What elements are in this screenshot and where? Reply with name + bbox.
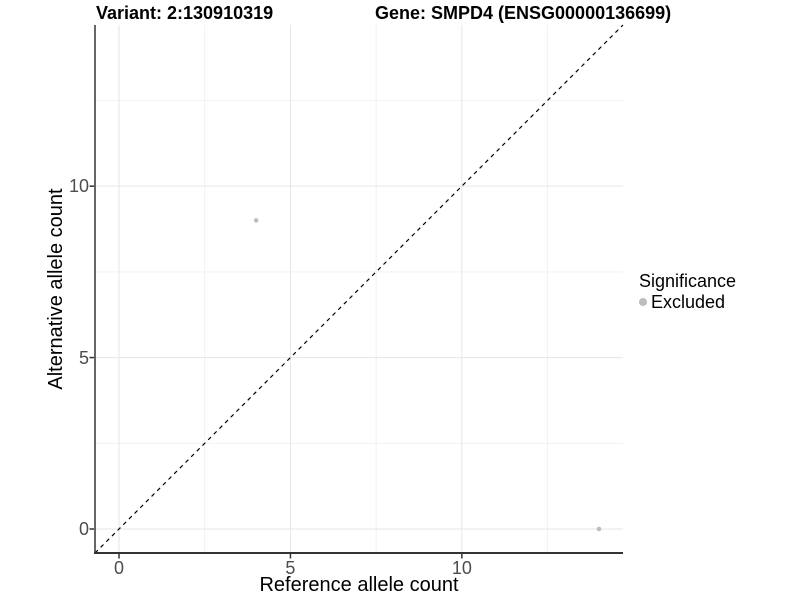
data-point <box>253 218 259 223</box>
legend: Significance Excluded <box>639 271 736 312</box>
plot-title-gene: Gene: SMPD4 (ENSG00000136699) <box>375 3 672 23</box>
plot-title-variant: Variant: 2:130910319 <box>96 3 274 23</box>
legend-key-dot-icon <box>639 298 647 306</box>
x-axis-title: Reference allele count <box>259 574 459 596</box>
legend-items: Excluded <box>639 292 736 312</box>
y-axis-tick-label: 5 <box>78 347 89 368</box>
legend-item: Excluded <box>639 292 736 312</box>
identity-reference-line <box>94 24 624 554</box>
y-axis-tick-label: 0 <box>78 519 89 539</box>
x-axis-tick-label: 5 <box>285 558 296 578</box>
data-point <box>596 526 602 532</box>
legend-item-label: Excluded <box>651 292 726 312</box>
x-axis-tick-label: 10 <box>451 558 472 578</box>
legend-title: Significance <box>639 271 737 291</box>
x-axis-tick-label: 0 <box>113 558 124 578</box>
y-axis-tick-label: 10 <box>68 176 89 197</box>
y-axis-title: Alternative allele count <box>45 188 67 390</box>
